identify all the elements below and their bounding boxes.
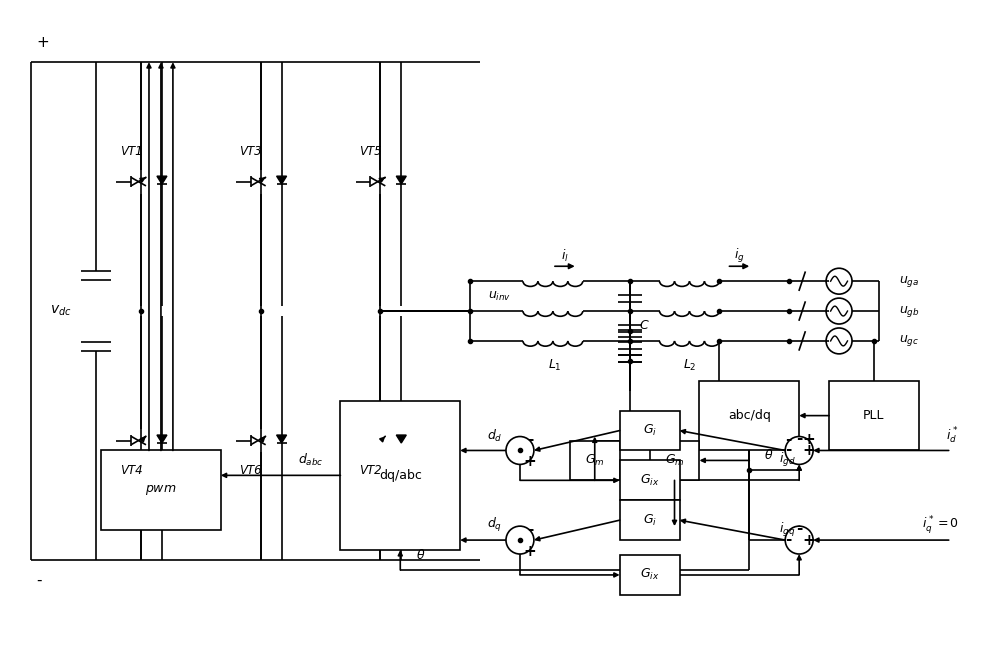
Text: $G_i$: $G_i$ [643, 512, 657, 528]
Circle shape [506, 437, 534, 464]
Text: $pwm$: $pwm$ [145, 483, 177, 497]
Polygon shape [157, 435, 167, 443]
Polygon shape [277, 176, 287, 184]
Text: +: + [524, 454, 536, 469]
Text: $G_i$: $G_i$ [643, 423, 657, 438]
Text: $G_{ix}$: $G_{ix}$ [640, 568, 659, 583]
Circle shape [785, 526, 813, 554]
Bar [829, 381, 919, 450]
Text: -: - [36, 572, 42, 587]
Text: $u_{gc}$: $u_{gc}$ [899, 333, 919, 348]
Text: -: - [785, 532, 791, 547]
Text: $L_2$: $L_2$ [683, 358, 696, 374]
Bar [620, 555, 680, 595]
Text: VT5: VT5 [359, 145, 382, 158]
Text: +: + [36, 35, 49, 49]
Text: +: + [524, 544, 536, 559]
Text: $d_d$: $d_d$ [487, 428, 503, 443]
Text: $u_{inv}$: $u_{inv}$ [488, 290, 512, 303]
Text: VT2: VT2 [359, 464, 382, 477]
Text: -: - [785, 442, 791, 457]
Text: $d_q$: $d_q$ [487, 516, 503, 534]
Circle shape [785, 437, 813, 464]
Text: VT6: VT6 [239, 464, 262, 477]
Bar [570, 441, 620, 480]
Text: +: + [803, 432, 816, 447]
Text: $\theta$: $\theta$ [764, 449, 774, 462]
Text: $u_{gb}$: $u_{gb}$ [899, 303, 920, 318]
Text: $C$: $C$ [639, 320, 650, 333]
Bar [699, 381, 799, 450]
Text: $i_l$: $i_l$ [561, 248, 569, 264]
Text: $G_m$: $G_m$ [665, 453, 684, 468]
Text: $i_d^*$: $i_d^*$ [946, 425, 959, 446]
Text: $i_q^*=0$: $i_q^*=0$ [922, 514, 959, 536]
Text: abc/dq: abc/dq [728, 409, 771, 422]
Text: $G_m$: $G_m$ [585, 453, 605, 468]
Text: $L_1$: $L_1$ [548, 358, 562, 374]
Text: VT4: VT4 [120, 464, 142, 477]
Text: $\theta$: $\theta$ [416, 548, 425, 562]
Text: VT3: VT3 [239, 145, 262, 158]
Polygon shape [157, 176, 167, 184]
Bar [650, 441, 699, 480]
Text: -: - [796, 431, 802, 446]
Text: dq/abc: dq/abc [379, 469, 422, 482]
Bar [620, 460, 680, 500]
Bar [101, 450, 221, 530]
Text: -: - [527, 521, 533, 536]
Text: $i_{gq}$: $i_{gq}$ [779, 521, 795, 539]
Text: PLL: PLL [863, 409, 885, 422]
Text: $d_{abc}$: $d_{abc}$ [298, 452, 323, 469]
Text: +: + [803, 443, 816, 458]
Text: VT1: VT1 [120, 145, 142, 158]
Circle shape [506, 526, 534, 554]
Text: +: + [803, 533, 816, 547]
Text: $v_{dc}$: $v_{dc}$ [50, 304, 72, 318]
Bar [620, 500, 680, 540]
Text: -: - [527, 432, 533, 447]
Polygon shape [277, 435, 287, 443]
Text: $i_{gd}$: $i_{gd}$ [779, 451, 796, 469]
Bar [340, 400, 460, 550]
Text: $i_g$: $i_g$ [734, 247, 745, 266]
Text: $u_{ga}$: $u_{ga}$ [899, 273, 919, 288]
Polygon shape [396, 435, 406, 443]
Text: -: - [785, 432, 791, 447]
Text: $G_{ix}$: $G_{ix}$ [640, 473, 659, 488]
Text: -: - [796, 521, 802, 536]
Bar [620, 411, 680, 450]
Polygon shape [396, 176, 406, 184]
